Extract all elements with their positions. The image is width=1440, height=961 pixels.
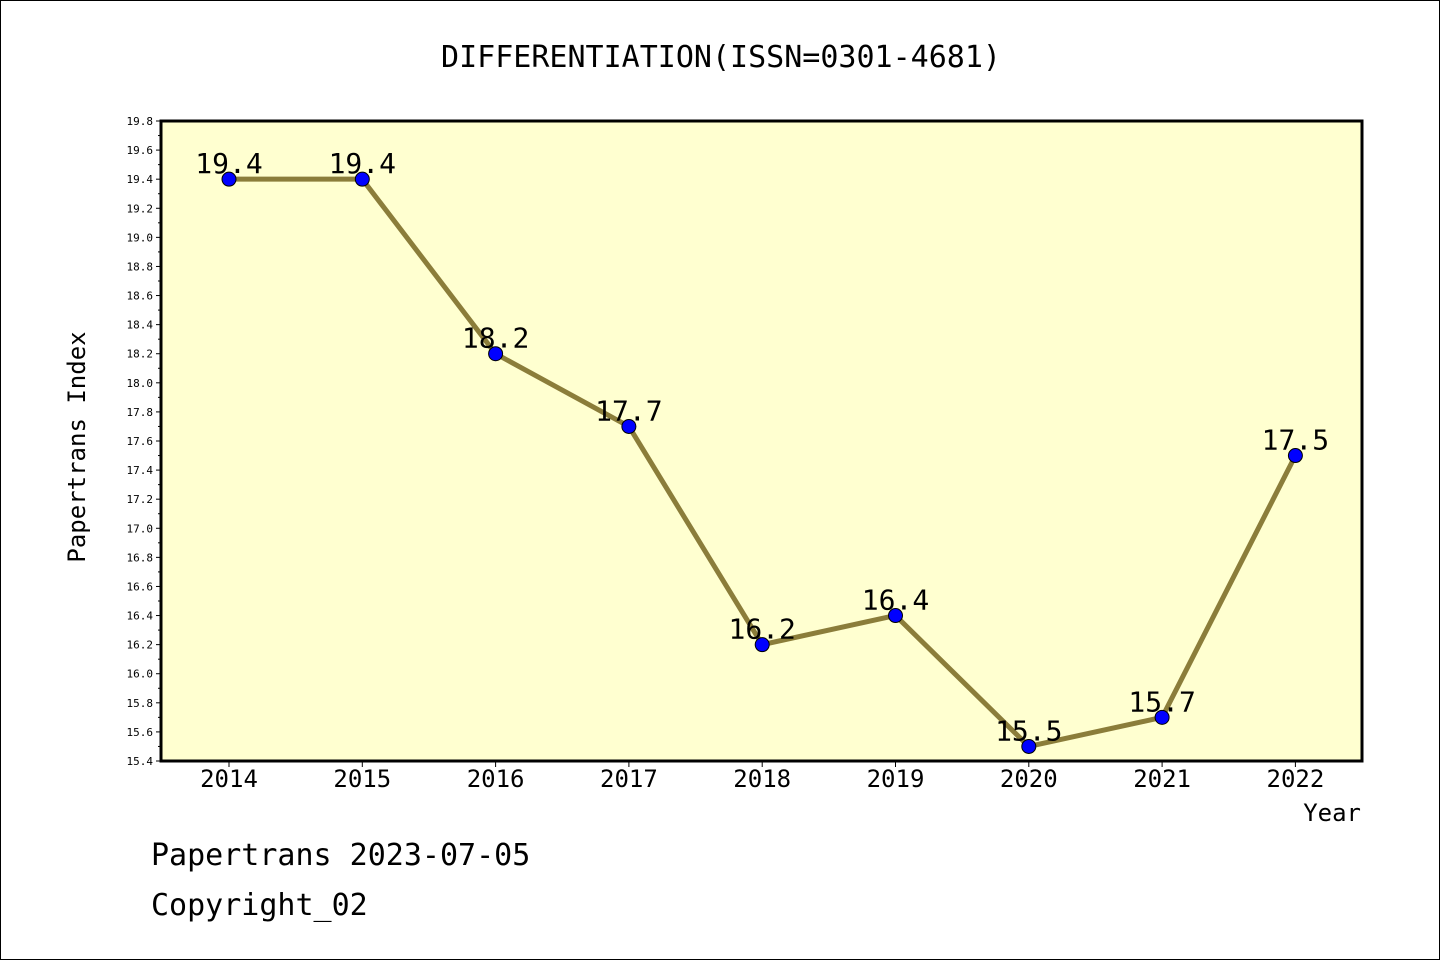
chart-title: DIFFERENTIATION(ISSN=0301-4681) xyxy=(441,40,1001,75)
series-layer: 19.4 19.4 18.2 17.7 16.2 16.4 15.5 15.7 17.5 xyxy=(195,147,1329,754)
y-tick-label: 19.2 xyxy=(127,202,154,215)
y-tick-label: 18.0 xyxy=(127,377,154,390)
x-tick-label: 2017 xyxy=(600,765,658,793)
y-tick-label: 18.8 xyxy=(127,260,154,273)
data-label: 16.4 xyxy=(862,584,929,617)
plot-area xyxy=(159,119,1364,763)
data-point xyxy=(1287,448,1303,464)
x-tick-label: 2018 xyxy=(733,765,791,793)
data-point xyxy=(754,637,770,653)
y-tick-label: 16.8 xyxy=(127,551,154,564)
x-tick-label: 2014 xyxy=(200,765,258,793)
y-tick-label: 17.6 xyxy=(127,435,154,448)
x-tick-label: 2019 xyxy=(867,765,925,793)
y-tick-label: 19.4 xyxy=(127,173,154,186)
data-label: 17.5 xyxy=(1262,424,1329,457)
y-tick-label: 17.8 xyxy=(127,406,154,419)
data-point xyxy=(354,171,370,187)
data-point xyxy=(621,418,637,434)
data-label: 19.4 xyxy=(329,147,396,180)
y-axis: 15.4 15.6 15.8 16.0 16.2 16.4 16.6 16.8 17.0 17.2… xyxy=(127,115,161,768)
x-axis-label: Year xyxy=(1303,799,1361,827)
data-point xyxy=(1154,709,1170,725)
x-tick-label: 2021 xyxy=(1133,765,1191,793)
footer-copyright: Copyright_02 xyxy=(151,888,368,923)
data-point xyxy=(221,171,237,187)
y-tick-label: 19.0 xyxy=(127,231,154,244)
x-tick-label: 2015 xyxy=(333,765,391,793)
data-label: 19.4 xyxy=(195,147,262,180)
footer-date: Papertrans 2023-07-05 xyxy=(151,838,530,873)
x-tick-label: 2016 xyxy=(467,765,525,793)
y-tick-label: 18.6 xyxy=(127,290,154,303)
data-label: 16.2 xyxy=(728,613,795,646)
data-point xyxy=(488,346,504,362)
y-tick-label: 18.4 xyxy=(127,319,154,332)
y-tick-label: 15.4 xyxy=(127,755,154,768)
y-tick-label: 16.4 xyxy=(127,610,154,623)
y-tick-label: 17.0 xyxy=(127,522,154,535)
data-label: 15.7 xyxy=(1128,685,1195,718)
data-label: 15.5 xyxy=(995,714,1062,747)
y-tick-label: 19.6 xyxy=(127,144,154,157)
data-point xyxy=(888,608,903,624)
y-tick-label: 16.0 xyxy=(127,668,154,681)
y-tick-label: 15.8 xyxy=(127,697,154,710)
data-point xyxy=(1021,738,1037,754)
y-tick-label: 16.6 xyxy=(127,580,154,593)
data-label: 18.2 xyxy=(462,322,529,355)
x-axis: 2014 2015 2016 2017 2018 2019 2020 2021 2022 xyxy=(200,761,1324,793)
x-tick-label: 2022 xyxy=(1267,765,1325,793)
y-tick-label: 15.6 xyxy=(127,726,154,739)
y-tick-label: 17.4 xyxy=(127,464,154,477)
y-tick-label: 16.2 xyxy=(127,639,154,652)
x-tick-label: 2020 xyxy=(1000,765,1058,793)
y-tick-label: 18.2 xyxy=(127,348,154,361)
data-label: 17.7 xyxy=(595,394,662,427)
y-tick-label: 17.2 xyxy=(127,493,154,506)
y-axis-label: Papertrans Index xyxy=(63,331,91,562)
y-tick-label: 19.8 xyxy=(127,115,154,128)
